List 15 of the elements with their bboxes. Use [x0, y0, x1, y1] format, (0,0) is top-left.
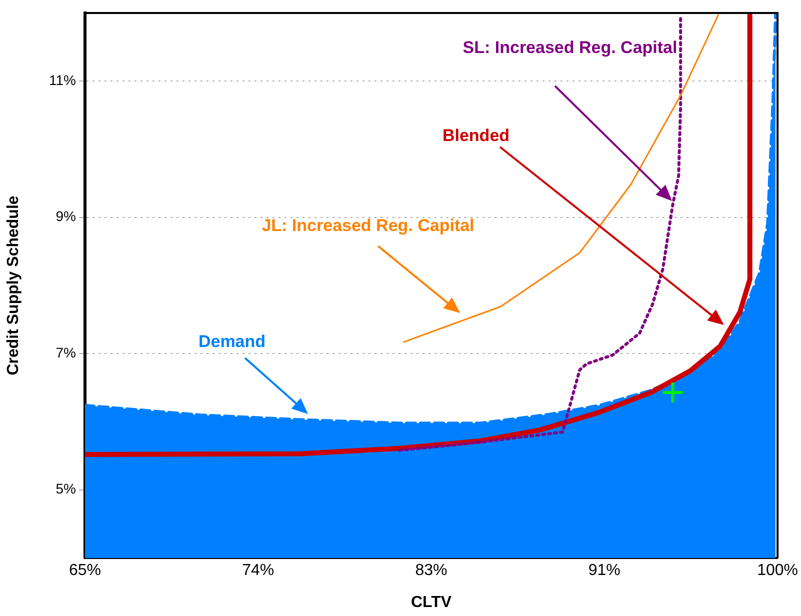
series-label: SL: Increased Reg. Capital — [462, 38, 678, 58]
text: JL: Increased Reg. Capital — [262, 216, 474, 236]
x-tick-label: 74% — [242, 562, 274, 580]
x-tick-label: 65% — [68, 562, 102, 580]
x-axis-title: CLTV — [410, 594, 452, 611]
text: Demand — [198, 332, 266, 352]
x-tick-label: 83% — [415, 562, 448, 580]
y-tick-label: 9% — [56, 208, 76, 224]
x-tick-label: 100% — [757, 562, 798, 580]
x-tick-label: 91% — [588, 562, 620, 580]
y-tick-label: 5% — [56, 480, 76, 497]
y-axis-title: Credit Supply Schedule — [5, 196, 22, 376]
text: Blended — [442, 126, 510, 146]
y-tick-label: 7% — [56, 344, 76, 360]
y-tick-label: 11% — [49, 72, 76, 88]
